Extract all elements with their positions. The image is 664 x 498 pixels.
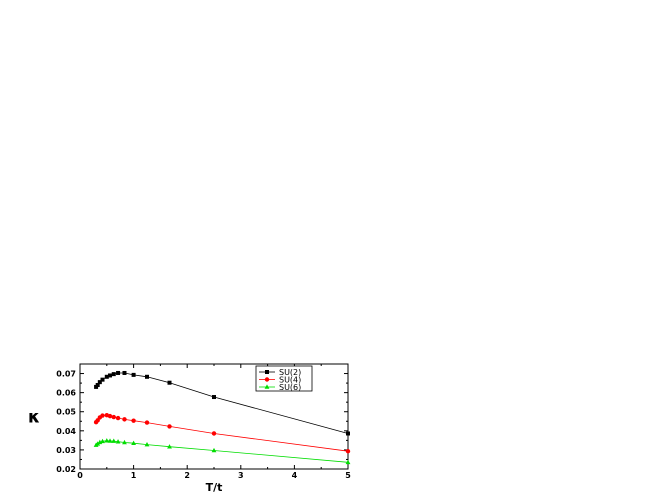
y-tick-label: 0.05 (56, 408, 76, 417)
data-point-1 (100, 413, 105, 418)
data-point-2 (167, 444, 172, 449)
x-axis-label: T/t (206, 481, 223, 494)
data-point-0 (346, 431, 350, 436)
data-point-0 (108, 373, 113, 378)
data-point-2 (100, 438, 105, 444)
y-tick-label: 0.07 (56, 370, 76, 379)
data-point-0 (167, 380, 172, 385)
data-point-1 (111, 414, 116, 420)
data-point-2 (144, 441, 150, 447)
legend-label-1: SU(4) (279, 376, 301, 385)
data-point-2 (345, 459, 351, 465)
y-tick-label: 0.02 (56, 465, 76, 474)
legend-marker-1 (264, 377, 270, 382)
data-point-0 (100, 377, 105, 382)
y-tick-label: 0.06 (56, 389, 76, 398)
data-point-2 (111, 438, 117, 443)
x-tick-label: 0 (77, 471, 83, 480)
data-point-2 (211, 447, 217, 453)
data-point-0 (97, 380, 102, 385)
data-point-0 (104, 374, 109, 379)
legend-marker-0 (265, 370, 269, 374)
data-point-0 (111, 372, 116, 377)
data-point-0 (116, 370, 121, 375)
y-tick-label: 0.03 (56, 446, 76, 455)
data-point-2 (95, 441, 101, 446)
data-point-1 (144, 420, 150, 425)
data-point-1 (211, 431, 217, 436)
data-point-1 (115, 415, 121, 421)
x-tick-label: 3 (238, 471, 244, 480)
legend-label-0: SU(2) (279, 368, 301, 377)
data-point-2 (115, 439, 121, 444)
y-axis-label: κ (28, 408, 40, 428)
data-point-0 (131, 372, 136, 377)
data-point-2 (104, 438, 110, 443)
legend-marker-2 (264, 384, 270, 389)
x-tick-label: 5 (345, 471, 351, 480)
legend-label-2: SU(6) (279, 383, 301, 392)
x-tick-label: 2 (184, 471, 190, 480)
data-point-0 (95, 383, 100, 387)
data-point-2 (107, 438, 113, 443)
data-point-1 (107, 413, 113, 419)
x-tick-label: 1 (131, 471, 137, 480)
data-point-0 (122, 370, 127, 375)
data-point-2 (122, 439, 127, 445)
data-point-1 (167, 424, 172, 429)
data-point-0 (212, 395, 216, 400)
data-point-0 (145, 374, 149, 379)
data-point-1 (122, 417, 127, 422)
data-point-1 (345, 449, 351, 454)
x-tick-label: 4 (292, 471, 298, 480)
data-point-2 (131, 440, 136, 446)
y-tick-label: 0.04 (56, 427, 76, 436)
data-point-1 (131, 418, 136, 423)
